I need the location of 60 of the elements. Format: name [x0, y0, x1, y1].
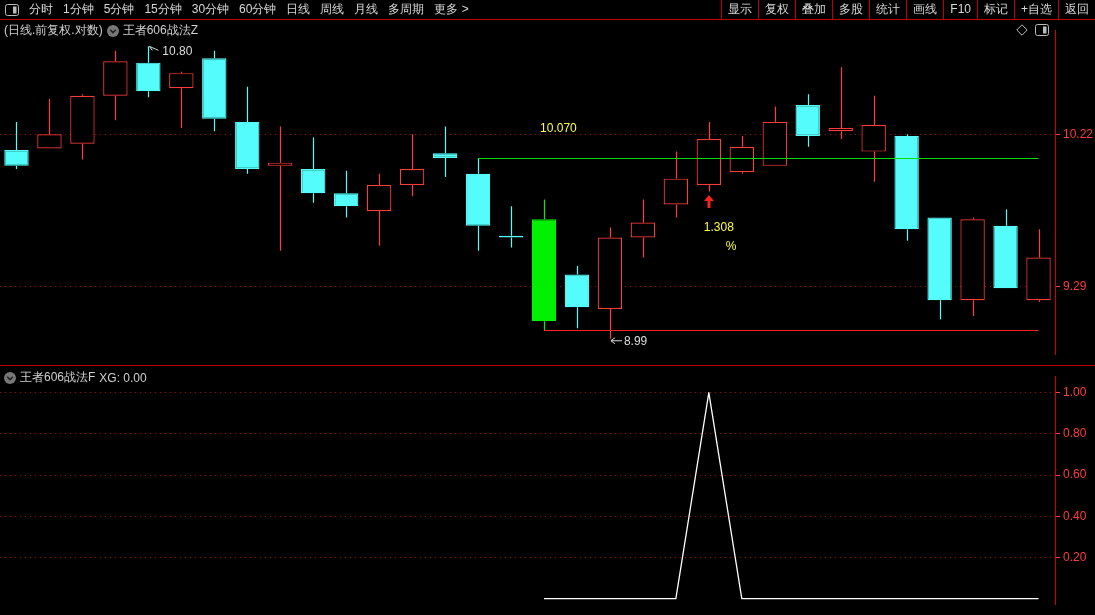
text: 月线: [353, 1, 380, 18]
text: 30分钟: [190, 1, 231, 18]
candlestick: [399, 133, 425, 197]
candlestick: [531, 199, 557, 331]
text: +自选: [1013, 0, 1058, 19]
ref-line-label: 10.070: [540, 120, 578, 135]
chart-subtitle: 王者606战法Z: [122, 22, 199, 39]
text: 标记: [976, 0, 1014, 19]
candlestick: [630, 199, 656, 259]
candlestick: [136, 45, 161, 98]
annotation: 10.80: [162, 43, 193, 58]
text: 1分钟: [62, 1, 95, 18]
candlestick: [861, 95, 886, 183]
candlestick: [103, 50, 128, 121]
y-tick-label: 0.80: [1063, 426, 1087, 441]
text: 统计: [869, 0, 907, 19]
candlestick: [432, 125, 458, 178]
text: 多股: [832, 0, 870, 19]
candlestick: [4, 121, 29, 170]
text: 5分钟: [102, 1, 136, 18]
text: 多周期: [387, 1, 426, 18]
candlestick: [663, 151, 689, 219]
candlestick: [597, 226, 623, 340]
text: 日线: [285, 1, 312, 18]
candlestick: [301, 136, 326, 204]
text: 更多 >: [433, 1, 470, 18]
candlestick: [235, 86, 260, 175]
text: 叠加: [795, 0, 833, 19]
candlestick: [202, 50, 227, 132]
candlestick: [333, 170, 359, 219]
annotation: 8.99: [623, 334, 648, 349]
candlestick: [696, 121, 722, 193]
text: 返回: [1058, 0, 1095, 19]
annotation: %: [725, 238, 737, 253]
candlestick: [828, 66, 853, 140]
y-tick-label: 10.22: [1063, 126, 1094, 141]
candlestick: [564, 265, 590, 329]
candlestick: [1026, 228, 1051, 303]
chart-title: (日线.前复权.对数): [4, 22, 103, 39]
candlestick: [37, 98, 62, 149]
text: F10: [943, 0, 977, 19]
y-tick-label: 0.40: [1063, 508, 1087, 523]
candlestick: [268, 125, 293, 252]
text: 周线: [319, 1, 346, 18]
text: 60分钟: [238, 1, 278, 18]
text: 15分钟: [143, 1, 183, 18]
text: 复权: [758, 0, 796, 19]
text: 画线: [906, 0, 944, 19]
y-tick-label: 0.60: [1063, 467, 1087, 482]
candlestick: [465, 157, 491, 252]
text: 显示: [721, 0, 759, 19]
chart-subtitle: XG: 0.00: [99, 370, 147, 385]
text: 分时: [28, 1, 54, 18]
y-tick-label: 1.00: [1063, 384, 1087, 399]
y-tick-label: 9.29: [1063, 278, 1087, 293]
candlestick: [366, 173, 392, 247]
annotation: 1.308: [703, 219, 735, 234]
chart-title: 王者606战法F: [20, 369, 96, 386]
candlestick: [795, 93, 820, 148]
y-tick-label: 0.20: [1063, 549, 1087, 564]
